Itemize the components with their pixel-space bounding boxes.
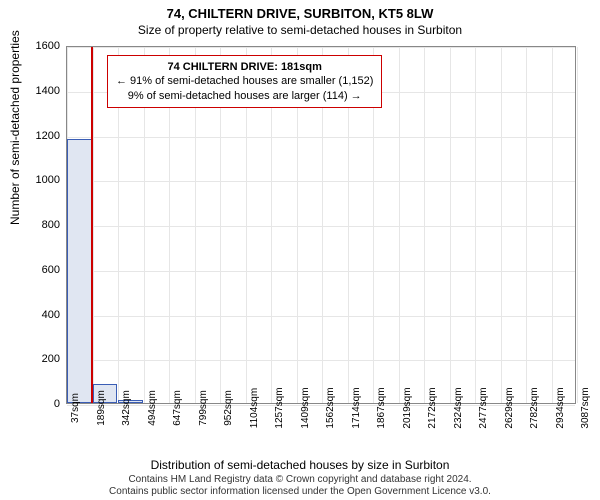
- plot-area: 74 CHILTERN DRIVE: 181sqm← 91% of semi-d…: [66, 46, 576, 404]
- ytick-label: 1400: [20, 85, 60, 97]
- xtick-label: 494sqm: [147, 390, 158, 426]
- gridline-h: [67, 405, 575, 406]
- xtick-label: 2477sqm: [478, 387, 489, 428]
- ytick-label: 400: [20, 309, 60, 321]
- y-axis-label: Number of semi-detached properties: [8, 30, 22, 225]
- xtick-label: 1257sqm: [274, 387, 285, 428]
- gridline-v: [424, 47, 425, 403]
- chart-container: 74, CHILTERN DRIVE, SURBITON, KT5 8LW Si…: [0, 0, 600, 500]
- annotation-line-1: 74 CHILTERN DRIVE: 181sqm: [116, 60, 373, 74]
- xtick-label: 799sqm: [198, 390, 209, 426]
- gridline-v: [475, 47, 476, 403]
- xtick-label: 647sqm: [172, 390, 183, 426]
- xtick-label: 342sqm: [121, 390, 132, 426]
- chart-subtitle: Size of property relative to semi-detach…: [0, 21, 600, 37]
- gridline-v: [501, 47, 502, 403]
- xtick-label: 37sqm: [70, 393, 81, 423]
- xtick-label: 2934sqm: [555, 387, 566, 428]
- histogram-bar: [67, 139, 92, 403]
- chart-title: 74, CHILTERN DRIVE, SURBITON, KT5 8LW: [0, 0, 600, 21]
- xtick-label: 2172sqm: [427, 387, 438, 428]
- ytick-label: 1000: [20, 174, 60, 186]
- xtick-label: 1714sqm: [351, 387, 362, 428]
- gridline-v: [399, 47, 400, 403]
- ytick-label: 800: [20, 219, 60, 231]
- xtick-label: 2019sqm: [402, 387, 413, 428]
- gridline-v: [552, 47, 553, 403]
- xtick-label: 2324sqm: [453, 387, 464, 428]
- ytick-label: 1200: [20, 130, 60, 142]
- ytick-label: 200: [20, 353, 60, 365]
- gridline-v: [577, 47, 578, 403]
- footer-text: Contains HM Land Registry data © Crown c…: [0, 474, 600, 498]
- xtick-label: 1867sqm: [376, 387, 387, 428]
- xtick-label: 189sqm: [96, 390, 107, 426]
- ytick-label: 1600: [20, 40, 60, 52]
- gridline-v: [450, 47, 451, 403]
- highlight-line: [91, 47, 93, 403]
- ytick-label: 0: [20, 398, 60, 410]
- footer-line-1: Contains HM Land Registry data © Crown c…: [0, 474, 600, 486]
- xtick-label: 2782sqm: [529, 387, 540, 428]
- ytick-label: 600: [20, 264, 60, 276]
- xtick-label: 1409sqm: [300, 387, 311, 428]
- x-axis-label: Distribution of semi-detached houses by …: [0, 458, 600, 472]
- annotation-line-2: ← 91% of semi-detached houses are smalle…: [116, 74, 373, 88]
- xtick-label: 952sqm: [223, 390, 234, 426]
- xtick-label: 2629sqm: [504, 387, 515, 428]
- annotation-box: 74 CHILTERN DRIVE: 181sqm← 91% of semi-d…: [107, 55, 382, 108]
- xtick-label: 3087sqm: [580, 387, 591, 428]
- annotation-line-3: 9% of semi-detached houses are larger (1…: [116, 89, 373, 103]
- footer-line-2: Contains public sector information licen…: [0, 486, 600, 498]
- xtick-label: 1104sqm: [249, 388, 260, 428]
- gridline-v: [526, 47, 527, 403]
- xtick-label: 1562sqm: [325, 387, 336, 428]
